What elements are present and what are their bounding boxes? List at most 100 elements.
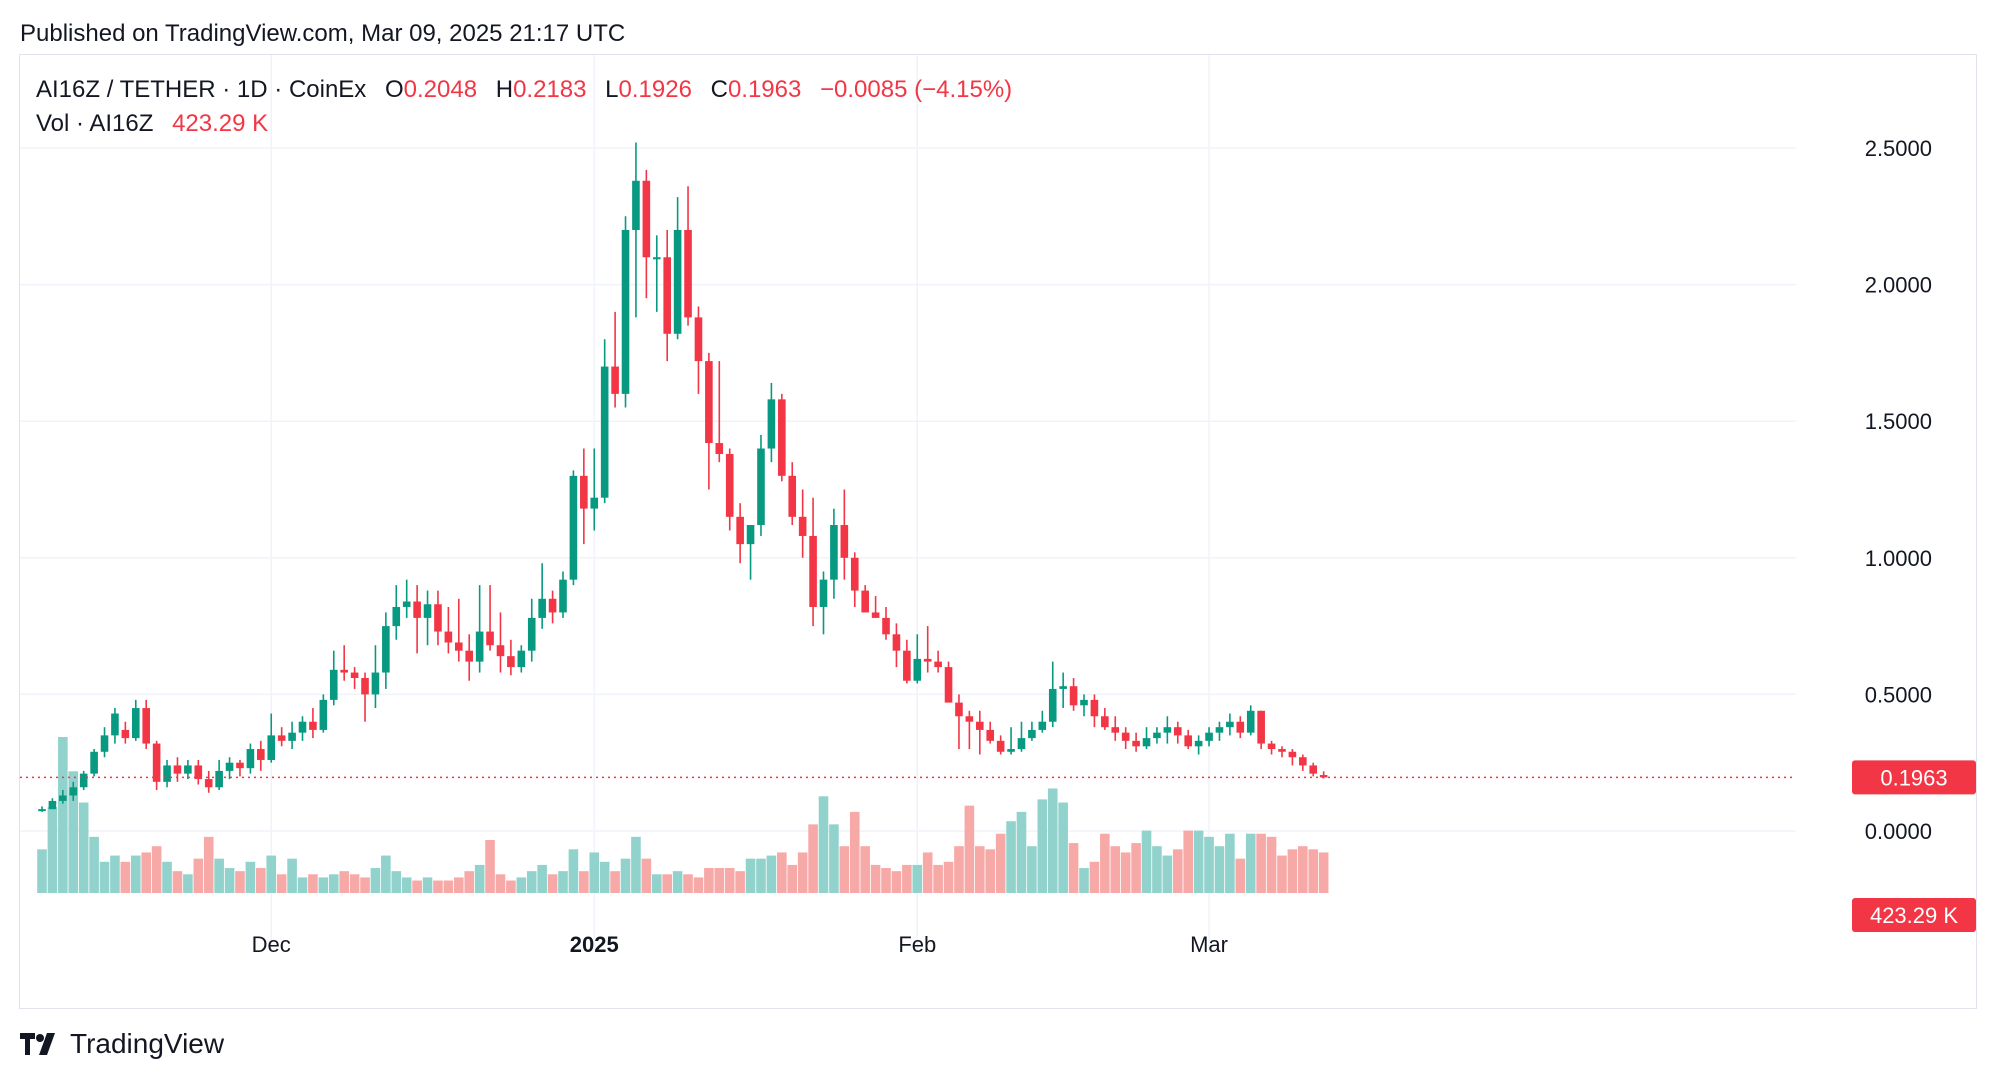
candle[interactable] xyxy=(288,721,296,750)
candle[interactable] xyxy=(1153,727,1161,744)
candle[interactable] xyxy=(861,585,869,613)
candle[interactable] xyxy=(392,585,401,640)
candle[interactable] xyxy=(1267,740,1276,755)
candle[interactable] xyxy=(1080,694,1088,717)
candle[interactable] xyxy=(955,694,963,750)
candle[interactable] xyxy=(725,448,734,531)
candle[interactable] xyxy=(257,740,265,771)
candle[interactable] xyxy=(1090,694,1099,728)
candle[interactable] xyxy=(465,634,474,681)
candle[interactable] xyxy=(757,434,765,536)
candle[interactable] xyxy=(1205,727,1213,747)
candle[interactable] xyxy=(361,672,369,722)
candle[interactable] xyxy=(1257,710,1265,750)
candle[interactable] xyxy=(580,448,588,545)
candle[interactable] xyxy=(1142,727,1151,750)
candle[interactable] xyxy=(163,759,171,788)
candle[interactable] xyxy=(184,759,192,780)
candle[interactable] xyxy=(142,699,150,750)
candle[interactable] xyxy=(267,713,276,763)
candle[interactable] xyxy=(850,552,859,607)
candle[interactable] xyxy=(434,590,442,646)
candle[interactable] xyxy=(892,623,901,668)
candle[interactable] xyxy=(1236,716,1245,739)
candle[interactable] xyxy=(111,708,119,744)
candle[interactable] xyxy=(48,798,57,810)
candle[interactable] xyxy=(934,650,942,673)
symbol-label[interactable]: AI16Z / TETHER · 1D · CoinEx xyxy=(36,76,367,103)
volume-label[interactable]: Vol · AI16Z xyxy=(36,110,154,137)
candle[interactable] xyxy=(736,503,744,564)
candle[interactable] xyxy=(496,612,505,673)
candle[interactable] xyxy=(798,489,807,558)
candle[interactable] xyxy=(277,727,286,747)
candle[interactable] xyxy=(1132,732,1140,752)
candle[interactable] xyxy=(382,612,390,689)
candle[interactable] xyxy=(1059,672,1067,709)
candle[interactable] xyxy=(423,590,432,646)
candle[interactable] xyxy=(340,645,348,681)
candle[interactable] xyxy=(642,169,651,299)
candle[interactable] xyxy=(996,735,1005,755)
candle[interactable] xyxy=(621,216,630,408)
candle[interactable] xyxy=(225,757,234,780)
candle[interactable] xyxy=(767,382,776,463)
candle[interactable] xyxy=(475,585,484,673)
candle[interactable] xyxy=(1288,749,1297,766)
candle[interactable] xyxy=(673,197,682,340)
candle[interactable] xyxy=(632,142,640,318)
candle[interactable] xyxy=(590,448,599,531)
candle[interactable] xyxy=(913,634,922,684)
candle[interactable] xyxy=(1017,721,1026,752)
price-chart[interactable]: 0.0000 0.5000 1.0000 1.5000 2.0000 2.5000 Dec… xyxy=(20,55,1976,1008)
candle[interactable] xyxy=(413,585,421,654)
candle[interactable] xyxy=(309,708,317,739)
candle[interactable] xyxy=(215,759,223,791)
candle[interactable] xyxy=(1007,727,1015,755)
candle[interactable] xyxy=(486,585,494,651)
candle[interactable] xyxy=(1246,705,1255,736)
candle[interactable] xyxy=(236,759,244,777)
candle[interactable] xyxy=(944,661,953,703)
candle[interactable] xyxy=(778,393,786,482)
candle[interactable] xyxy=(715,361,724,463)
candle[interactable] xyxy=(548,590,557,624)
candle[interactable] xyxy=(69,781,78,801)
candle[interactable] xyxy=(1278,746,1286,758)
candle[interactable] xyxy=(517,645,526,673)
candle[interactable] xyxy=(1173,721,1182,744)
candle[interactable] xyxy=(819,571,828,635)
candle[interactable] xyxy=(830,508,838,599)
candle[interactable] xyxy=(1121,727,1130,750)
candle[interactable] xyxy=(1299,754,1307,771)
candle[interactable] xyxy=(246,743,255,774)
candle[interactable] xyxy=(1226,713,1234,736)
candle[interactable] xyxy=(611,311,619,408)
candle[interactable] xyxy=(694,306,703,394)
candle[interactable] xyxy=(1184,729,1192,750)
candle[interactable] xyxy=(684,186,692,326)
candle[interactable] xyxy=(527,598,536,662)
candle[interactable] xyxy=(559,571,567,618)
candle[interactable] xyxy=(1163,716,1172,744)
candle[interactable] xyxy=(402,579,411,618)
candle[interactable] xyxy=(1069,678,1078,711)
candle[interactable] xyxy=(788,462,797,526)
candle[interactable] xyxy=(173,757,182,782)
candle[interactable] xyxy=(152,740,161,791)
candle[interactable] xyxy=(59,790,67,804)
candle[interactable] xyxy=(1309,762,1318,777)
candle[interactable] xyxy=(100,727,109,758)
candle[interactable] xyxy=(444,606,453,654)
candle[interactable] xyxy=(903,639,911,684)
candle[interactable] xyxy=(965,710,974,750)
candle[interactable] xyxy=(923,626,932,673)
candle[interactable] xyxy=(600,339,609,504)
candle[interactable] xyxy=(204,770,213,793)
candle[interactable] xyxy=(1215,721,1224,741)
candle[interactable] xyxy=(882,606,890,640)
candle[interactable] xyxy=(809,497,817,627)
candle[interactable] xyxy=(131,699,140,741)
candle[interactable] xyxy=(298,716,307,741)
candle[interactable] xyxy=(319,694,328,733)
